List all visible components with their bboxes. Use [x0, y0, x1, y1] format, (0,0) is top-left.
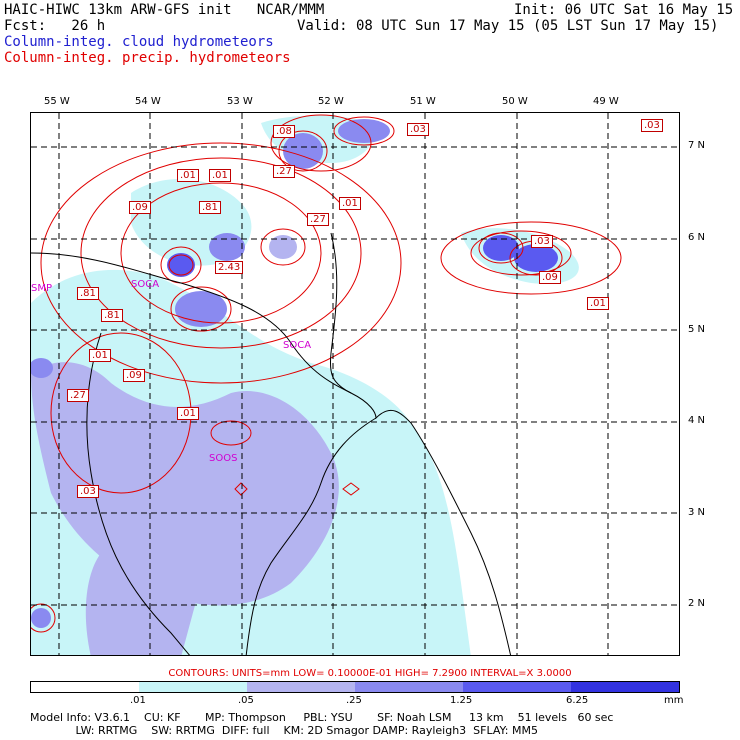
site-label: SMP [31, 283, 53, 294]
init-time: Init: 06 UTC Sat 16 May 15 [514, 2, 734, 18]
map-svg [31, 113, 679, 655]
cloud-shading [31, 115, 579, 655]
contour-label: .03 [641, 119, 663, 132]
contour-label: .01 [209, 169, 231, 182]
field-cloud-label: Column-integ. cloud hydrometeors [4, 34, 274, 50]
contour-label: .09 [123, 369, 145, 382]
lat-label: 3 N [688, 507, 706, 518]
contour-label: .09 [539, 271, 561, 284]
precip-contours [31, 114, 622, 633]
contour-label: .81 [199, 201, 221, 214]
lat-label: 5 N [688, 324, 706, 335]
color-bar-tick: .01 [130, 695, 146, 706]
coastline [31, 232, 512, 655]
forecast-hour: Fcst: 26 h [4, 18, 106, 34]
contour-label: .03 [531, 235, 553, 248]
lat-label: 4 N [688, 415, 706, 426]
contour-label: .27 [273, 165, 295, 178]
lon-label: 52 W [318, 96, 344, 107]
contour-label: .08 [273, 125, 295, 138]
color-bar-segment [571, 682, 679, 692]
color-bar-segment [31, 682, 139, 692]
contour-label: .81 [101, 309, 123, 322]
contour-label: .27 [67, 389, 89, 402]
lat-label: 2 N [688, 598, 706, 609]
contour-info: CONTOURS: UNITS=mm LOW= 0.10000E-01 HIGH… [168, 668, 572, 679]
contour-label: .81 [77, 287, 99, 300]
contour-label: .01 [177, 169, 199, 182]
color-bar-tick: .05 [238, 695, 254, 706]
lon-label: 54 W [135, 96, 161, 107]
color-bar-tick: 6.25 [566, 695, 589, 706]
contour-label: .01 [339, 197, 361, 210]
site-label: SOOS [209, 453, 238, 464]
site-label: SOCA [283, 340, 312, 351]
color-bar-unit: mm [664, 695, 684, 706]
valid-time: Valid: 08 UTC Sun 17 May 15 (05 LST Sun … [297, 18, 719, 34]
lat-lon-grid [31, 113, 679, 655]
contour-label: .01 [89, 349, 111, 362]
color-bar-tick: .25 [346, 695, 362, 706]
contour-label: .27 [307, 213, 329, 226]
lon-label: 50 W [502, 96, 528, 107]
site-label: SOCA [131, 279, 160, 290]
lat-label: 7 N [688, 140, 706, 151]
color-bar-segment [463, 682, 571, 692]
lon-label: 53 W [227, 96, 253, 107]
color-bar [30, 681, 680, 693]
contour-label: .03 [407, 123, 429, 136]
contour-label: 2.43 [215, 261, 244, 274]
color-bar-segment [247, 682, 355, 692]
map-panel: .08 .03 .03 .01 .27 .01 .01 .09 .81 .27 … [30, 112, 680, 656]
lon-label: 51 W [410, 96, 436, 107]
field-precip-label: Column-integ. precip. hydrometeors [4, 50, 291, 66]
title-line: HAIC-HIWC 13km ARW-GFS init NCAR/MMM [4, 2, 325, 18]
color-bar-segment [139, 682, 247, 692]
color-bar-segment [355, 682, 463, 692]
contour-label: .09 [129, 201, 151, 214]
model-info-line1: Model Info: V3.6.1 CU: KF MP: Thompson P… [30, 711, 614, 724]
color-bar-tick: 1.25 [450, 695, 473, 706]
lon-label: 49 W [593, 96, 619, 107]
contour-label: .01 [587, 297, 609, 310]
model-info-line2: LW: RRTMG SW: RRTMG DIFF: full KM: 2D Sm… [30, 724, 538, 737]
lon-label: 55 W [44, 96, 70, 107]
contour-label: .01 [177, 407, 199, 420]
lat-label: 6 N [688, 232, 706, 243]
contour-label: .03 [77, 485, 99, 498]
